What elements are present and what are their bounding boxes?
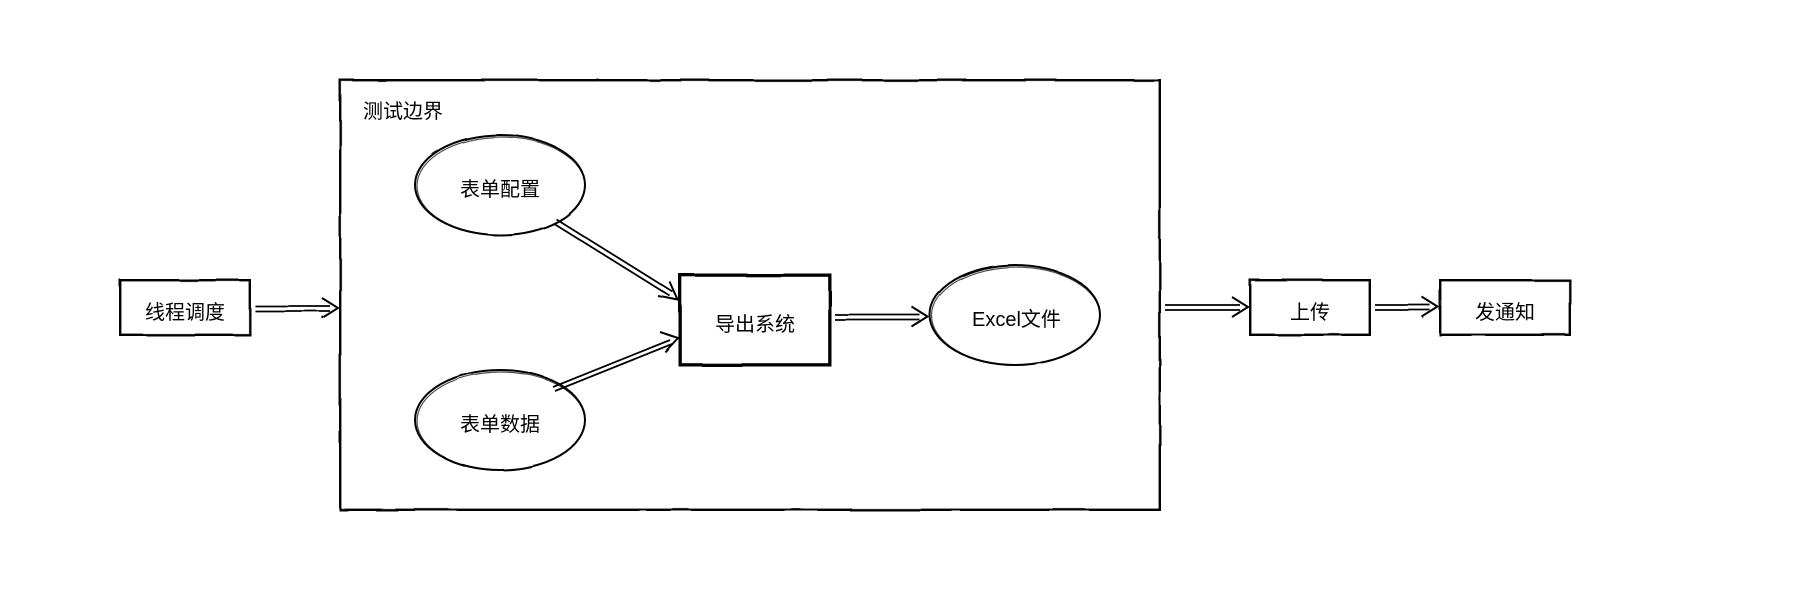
edge-upload-to-notify bbox=[1375, 297, 1438, 317]
boundary-box bbox=[340, 80, 1160, 510]
edge-config-to-export bbox=[553, 219, 678, 300]
form-data-label: 表单数据 bbox=[460, 408, 540, 437]
edge-data-to-export bbox=[553, 332, 678, 391]
excel-file-label: Excel文件 bbox=[972, 303, 1061, 332]
form-config-label: 表单配置 bbox=[460, 173, 540, 202]
edge-thread-to-boundary bbox=[255, 298, 338, 318]
export-system-label: 导出系统 bbox=[715, 308, 795, 337]
edge-boundary-to-upload bbox=[1165, 297, 1248, 317]
upload-label: 上传 bbox=[1290, 296, 1330, 325]
edge-export-to-excel bbox=[835, 307, 928, 327]
notify-label: 发通知 bbox=[1475, 296, 1535, 325]
boundary-label: 测试边界 bbox=[363, 95, 443, 124]
thread-schedule-label: 线程调度 bbox=[145, 296, 225, 325]
